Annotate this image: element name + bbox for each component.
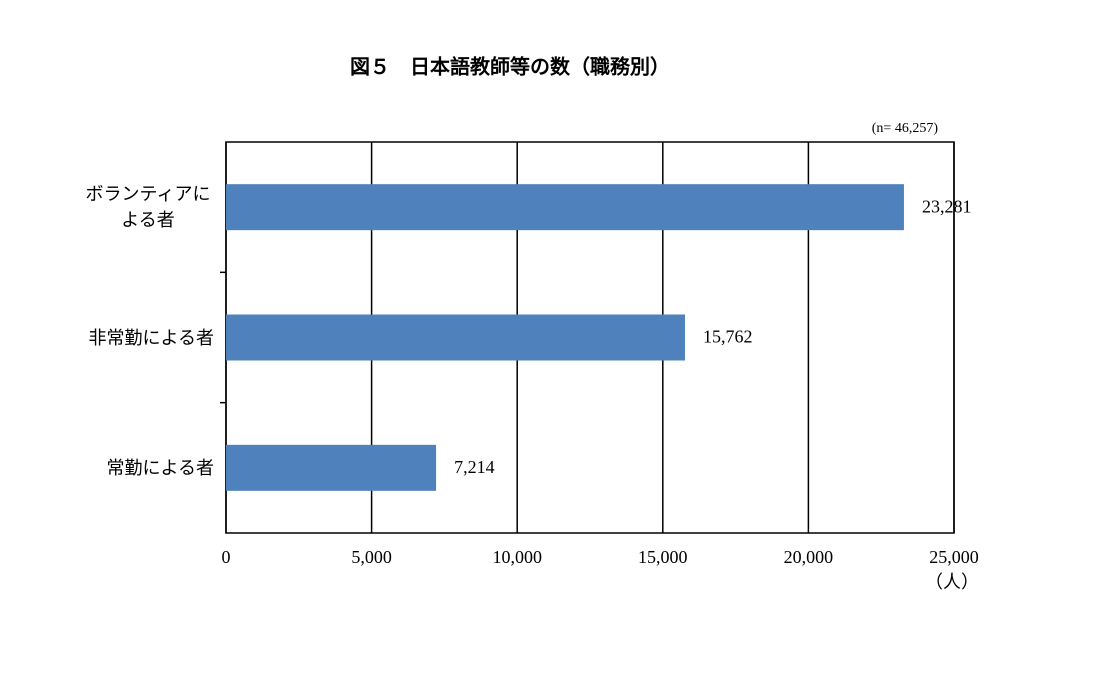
value-label: 23,281: [922, 196, 972, 216]
bar: [226, 444, 437, 491]
value-label: 15,762: [703, 327, 753, 347]
x-tick-label: 0: [222, 547, 231, 567]
y-tick-label: 非常勤による者: [54, 325, 214, 351]
bar: [226, 314, 685, 361]
x-tick-label: 20,000: [784, 547, 834, 567]
x-tick-label: 5,000: [351, 547, 392, 567]
category-text: ボランティアによる者: [85, 184, 211, 231]
category-text: 常勤による者: [106, 457, 214, 478]
x-tick-label: 15,000: [638, 547, 688, 567]
y-tick-label: ボランティアによる者: [54, 181, 214, 233]
y-tick-label: 常勤による者: [54, 455, 214, 481]
chart-title: 図５ 日本語教師等の数（職務別）: [350, 55, 670, 79]
x-unit: （人）: [925, 572, 979, 592]
value-label: 7,214: [454, 457, 495, 477]
annotation: (n= 46,257): [872, 121, 939, 136]
category-text: 非常勤による者: [88, 327, 214, 348]
x-tick-label: 10,000: [492, 547, 542, 567]
bar: [226, 184, 904, 231]
x-tick-label: 25,000: [929, 547, 979, 567]
